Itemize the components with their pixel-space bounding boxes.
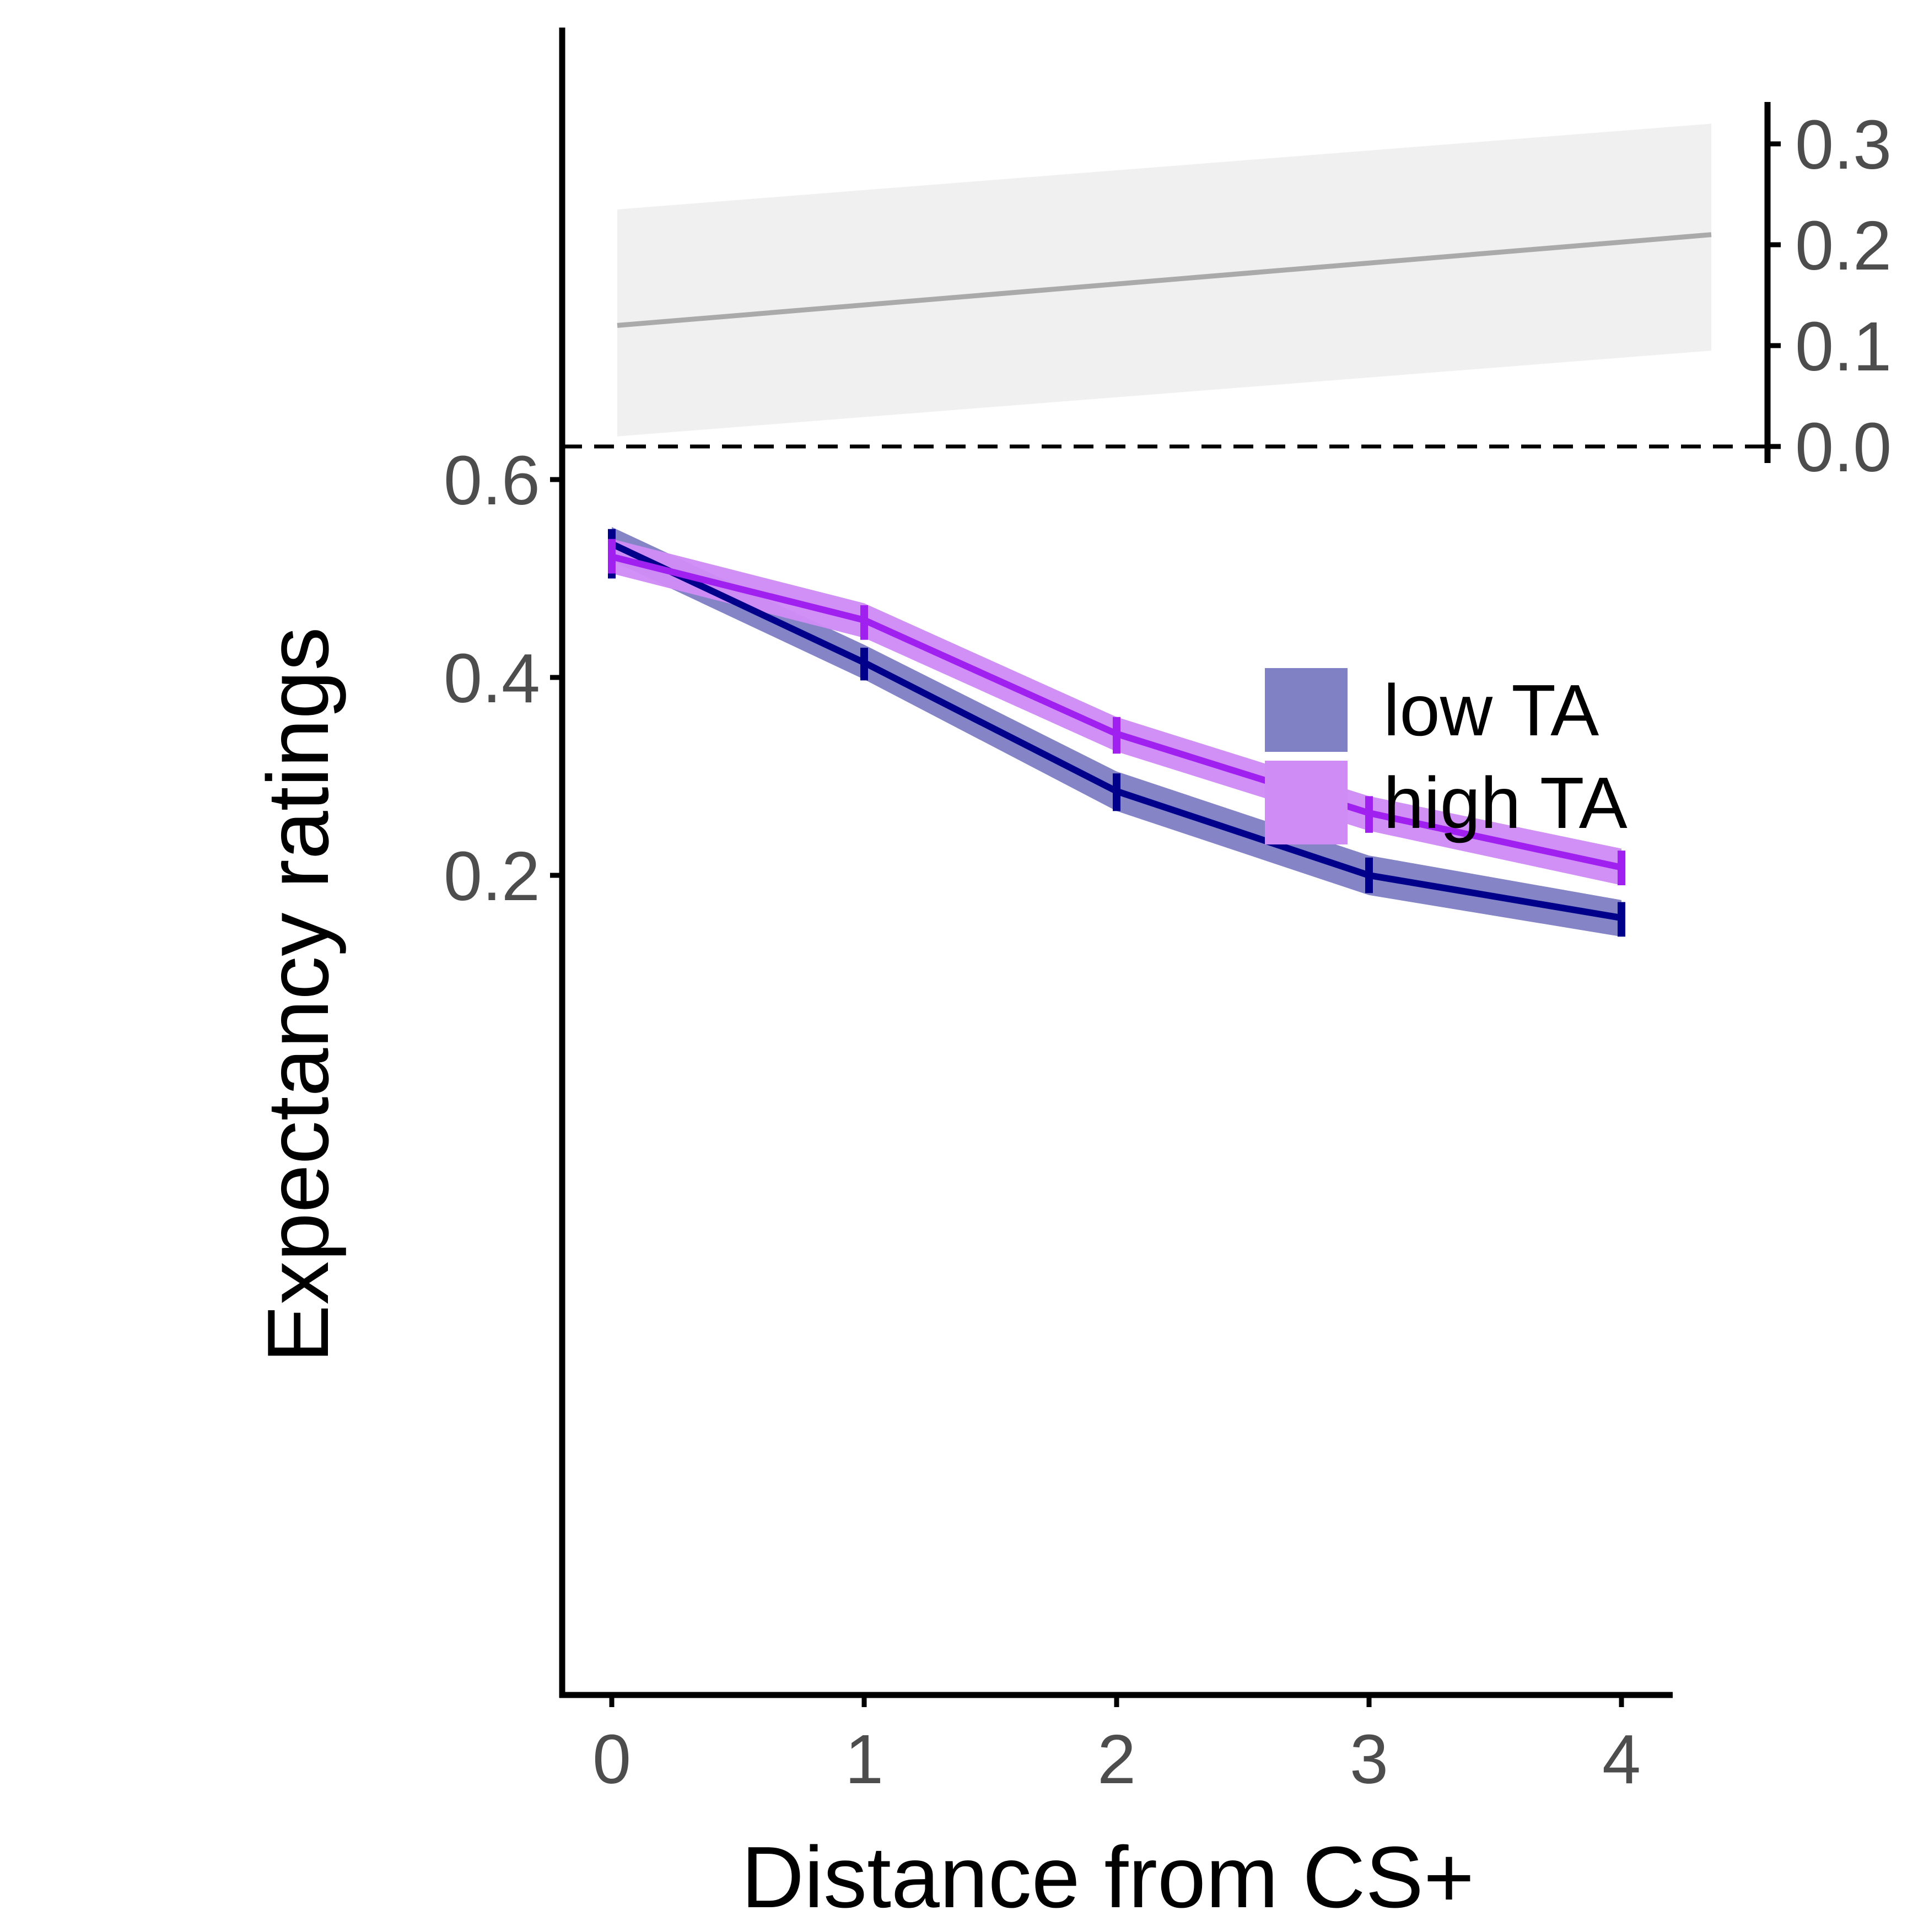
inset-y-tick-label: 0.2 — [1795, 207, 1892, 284]
x-axis-title: Distance from CS+ — [741, 1829, 1474, 1926]
inset-y-tick-label: 0.3 — [1795, 106, 1892, 184]
y-tick-label: 0.2 — [444, 837, 540, 915]
series-1-point — [1618, 864, 1625, 871]
inset-y-tick-label: 0.0 — [1795, 408, 1892, 486]
series-1-point — [608, 553, 615, 561]
inset-y-tick-label: 0.1 — [1795, 308, 1892, 385]
x-tick-label: 0 — [592, 1720, 631, 1798]
series-1-point — [861, 616, 867, 623]
legend-key-1 — [1265, 761, 1348, 844]
y-axis-title: Expectancy ratings — [250, 627, 347, 1363]
y-tick-label: 0.4 — [444, 639, 540, 717]
inset-trend-line — [617, 232, 1712, 328]
x-tick-label: 3 — [1350, 1720, 1388, 1798]
series-1-point — [1366, 809, 1372, 816]
series-0-band — [612, 527, 1621, 937]
series-0-point — [1113, 788, 1120, 795]
y-tick-label: 0.6 — [444, 442, 540, 519]
x-tick-label: 1 — [845, 1720, 883, 1798]
series-0-point — [1618, 914, 1625, 922]
legend-key-0 — [1265, 668, 1348, 752]
legend-label-1: high TA — [1383, 762, 1628, 843]
series-1-point — [1113, 730, 1120, 738]
legend-label-0: low TA — [1383, 670, 1599, 751]
series-0-point — [861, 659, 867, 666]
x-tick-label: 4 — [1602, 1720, 1641, 1798]
x-tick-label: 2 — [1097, 1720, 1136, 1798]
series-0-point — [1366, 872, 1372, 879]
